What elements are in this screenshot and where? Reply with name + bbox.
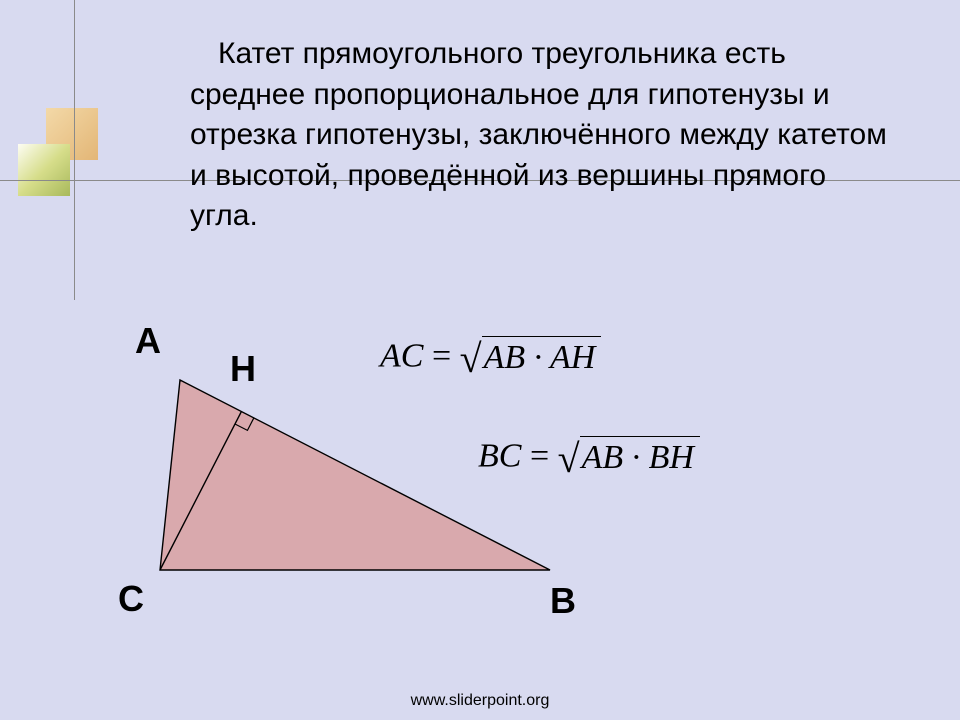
corner-decoration xyxy=(18,108,148,238)
vertex-label-c: С xyxy=(118,578,144,620)
vertex-label-h: Н xyxy=(230,348,256,390)
triangle-svg xyxy=(150,370,570,590)
triangle-shape xyxy=(160,380,550,570)
footer-url: www.sliderpoint.org xyxy=(0,692,960,710)
deco-vertical-line xyxy=(74,0,75,300)
vertex-label-a: А xyxy=(135,320,161,362)
theorem-text: Катет прямоугольного треугольника есть с… xyxy=(190,34,890,237)
triangle-diagram: А Н С В xyxy=(100,320,600,690)
deco-square-green xyxy=(18,144,70,196)
vertex-label-b: В xyxy=(550,580,576,622)
